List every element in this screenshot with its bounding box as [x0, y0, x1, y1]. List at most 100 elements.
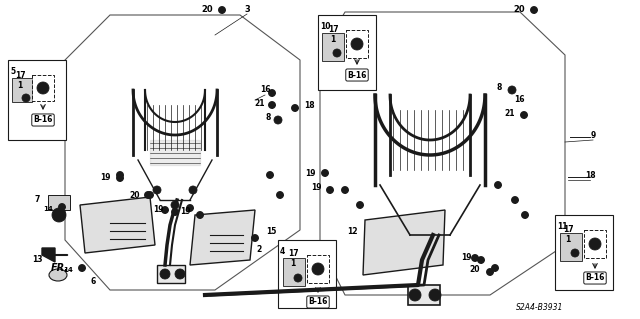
Text: 19: 19 — [180, 207, 190, 217]
Text: B-16: B-16 — [586, 273, 605, 283]
Bar — [278, 240, 336, 308]
Circle shape — [266, 172, 273, 179]
Text: 16: 16 — [514, 95, 524, 105]
Circle shape — [153, 186, 161, 194]
Text: 20: 20 — [470, 265, 480, 275]
Circle shape — [116, 172, 124, 179]
Bar — [8, 60, 66, 140]
Text: 17: 17 — [15, 70, 26, 79]
Text: 1: 1 — [565, 235, 571, 244]
Bar — [32, 75, 54, 101]
Circle shape — [171, 201, 179, 209]
Text: 21: 21 — [505, 108, 515, 117]
Text: 19: 19 — [305, 168, 316, 177]
Circle shape — [342, 187, 349, 194]
Bar — [12, 78, 32, 102]
Text: 19: 19 — [461, 254, 471, 263]
Circle shape — [589, 238, 601, 250]
Circle shape — [37, 82, 49, 94]
Circle shape — [321, 169, 328, 176]
Circle shape — [351, 38, 363, 50]
Text: 18: 18 — [304, 100, 314, 109]
Circle shape — [520, 112, 527, 118]
Text: 3: 3 — [244, 4, 250, 13]
Polygon shape — [42, 248, 55, 262]
Text: 7: 7 — [35, 195, 40, 204]
Text: FR.: FR. — [51, 263, 69, 273]
Circle shape — [333, 49, 341, 57]
Text: 16: 16 — [260, 85, 270, 94]
Text: B-16: B-16 — [348, 70, 367, 79]
Text: 18: 18 — [585, 170, 595, 180]
Circle shape — [58, 204, 65, 211]
Circle shape — [172, 209, 179, 216]
Circle shape — [116, 174, 124, 182]
Circle shape — [175, 269, 185, 279]
Text: 5: 5 — [10, 67, 15, 76]
Text: 17: 17 — [563, 226, 573, 234]
Circle shape — [312, 263, 324, 275]
Bar — [408, 285, 440, 305]
Circle shape — [522, 211, 529, 219]
Circle shape — [486, 269, 493, 276]
Circle shape — [52, 208, 66, 222]
Text: 11: 11 — [557, 222, 568, 231]
Bar — [48, 195, 70, 210]
Text: 8: 8 — [496, 84, 502, 93]
Circle shape — [145, 191, 152, 198]
Circle shape — [495, 182, 502, 189]
Bar — [157, 265, 185, 283]
Circle shape — [22, 94, 30, 102]
Text: 14: 14 — [63, 267, 73, 273]
Ellipse shape — [49, 269, 67, 281]
Text: 1: 1 — [291, 259, 296, 269]
Circle shape — [511, 197, 518, 204]
Text: B-16: B-16 — [308, 298, 328, 307]
Circle shape — [196, 211, 204, 219]
Circle shape — [294, 274, 302, 282]
Bar — [307, 255, 329, 283]
Text: 1: 1 — [330, 34, 335, 43]
Text: 10: 10 — [320, 22, 330, 31]
Polygon shape — [190, 210, 255, 265]
Polygon shape — [80, 197, 155, 253]
Text: 2: 2 — [257, 246, 262, 255]
Bar — [346, 30, 368, 58]
Text: 17: 17 — [288, 249, 298, 258]
Text: 19: 19 — [311, 183, 321, 192]
Circle shape — [492, 264, 499, 271]
Circle shape — [477, 256, 484, 263]
Text: 20: 20 — [201, 5, 213, 14]
Circle shape — [147, 191, 154, 198]
Polygon shape — [363, 210, 445, 275]
Circle shape — [252, 234, 259, 241]
Text: 19: 19 — [100, 174, 110, 182]
Circle shape — [429, 289, 441, 301]
Circle shape — [356, 202, 364, 209]
Circle shape — [269, 90, 275, 97]
Bar — [283, 258, 305, 286]
Text: 14: 14 — [43, 206, 53, 212]
Bar — [555, 215, 613, 290]
Bar — [584, 230, 606, 258]
Text: 20: 20 — [130, 190, 140, 199]
Circle shape — [189, 186, 197, 194]
Bar — [322, 33, 344, 61]
Circle shape — [160, 269, 170, 279]
Text: 20: 20 — [513, 5, 525, 14]
Text: 13: 13 — [32, 256, 42, 264]
Bar — [318, 15, 376, 90]
Text: 8: 8 — [266, 114, 271, 122]
Text: 9: 9 — [590, 130, 596, 139]
Circle shape — [472, 255, 479, 262]
Text: 19: 19 — [153, 205, 163, 214]
Circle shape — [291, 105, 298, 112]
Text: 15: 15 — [266, 227, 276, 236]
Text: B-16: B-16 — [33, 115, 52, 124]
Circle shape — [276, 191, 284, 198]
Text: 4: 4 — [280, 247, 285, 256]
Text: 6: 6 — [90, 278, 95, 286]
Circle shape — [409, 289, 421, 301]
Circle shape — [326, 187, 333, 194]
Circle shape — [531, 6, 538, 13]
